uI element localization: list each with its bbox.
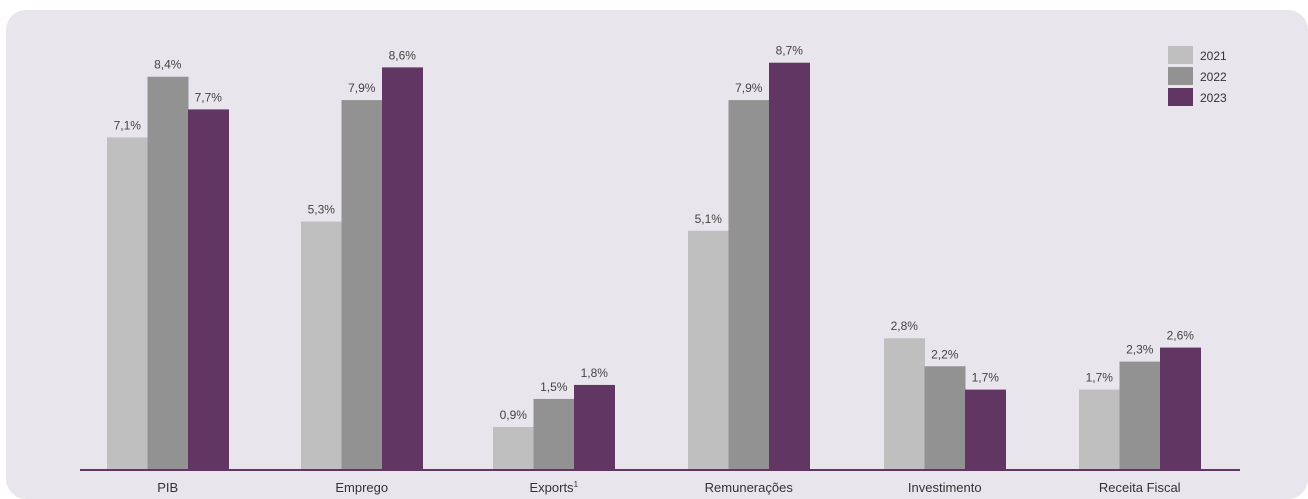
footnote-superscript: 1 bbox=[574, 480, 579, 489]
category-label: Remunerações bbox=[705, 480, 794, 495]
value-label-receita-fiscal-2023: 2,6% bbox=[1167, 329, 1195, 343]
category-label: Emprego bbox=[335, 480, 388, 495]
legend-swatch-2023 bbox=[1168, 88, 1193, 106]
value-label-exports-2021: 0,9% bbox=[500, 408, 528, 422]
category-label: Exports1 bbox=[529, 480, 578, 495]
legend-swatch-2022 bbox=[1168, 67, 1193, 85]
bar-exports-2023 bbox=[574, 384, 615, 469]
value-label-remunera-es-2023: 8,7% bbox=[776, 44, 804, 58]
value-label-emprego-2022: 7,9% bbox=[348, 81, 376, 95]
bar-exports-2022 bbox=[533, 398, 575, 469]
bar-investimento-2021 bbox=[884, 338, 925, 469]
bar-pib-2022 bbox=[147, 76, 189, 469]
legend-label-2023: 2023 bbox=[1200, 91, 1227, 105]
value-label-receita-fiscal-2021: 1,7% bbox=[1086, 371, 1114, 385]
bar-receita-fiscal-2023 bbox=[1160, 347, 1201, 469]
bar-emprego-2022 bbox=[341, 100, 383, 469]
bar-receita-fiscal-2021 bbox=[1079, 389, 1120, 469]
bar-remunera-es-2023 bbox=[769, 62, 810, 470]
value-label-remunera-es-2021: 5,1% bbox=[695, 212, 723, 226]
bar-investimento-2022 bbox=[924, 366, 966, 469]
value-label-investimento-2022: 2,2% bbox=[931, 347, 959, 361]
bar-emprego-2021 bbox=[301, 221, 342, 469]
bar-remunera-es-2022 bbox=[728, 100, 770, 469]
legend-label-2021: 2021 bbox=[1200, 49, 1227, 63]
legend-label-2022: 2022 bbox=[1200, 70, 1227, 84]
value-label-pib-2023: 7,7% bbox=[195, 90, 223, 104]
value-label-emprego-2021: 5,3% bbox=[308, 202, 336, 216]
value-label-receita-fiscal-2022: 2,3% bbox=[1126, 343, 1154, 357]
value-label-pib-2022: 8,4% bbox=[154, 58, 182, 72]
category-label: PIB bbox=[157, 480, 178, 495]
bar-receita-fiscal-2022 bbox=[1119, 361, 1161, 469]
category-label: Receita Fiscal bbox=[1099, 480, 1181, 495]
value-label-investimento-2023: 1,7% bbox=[972, 371, 1000, 385]
bar-pib-2021 bbox=[107, 137, 148, 469]
bar-investimento-2023 bbox=[965, 389, 1006, 469]
value-label-emprego-2023: 8,6% bbox=[389, 48, 417, 62]
value-label-remunera-es-2022: 7,9% bbox=[735, 81, 763, 95]
value-label-pib-2021: 7,1% bbox=[114, 118, 142, 132]
value-label-investimento-2021: 2,8% bbox=[891, 319, 919, 333]
bar-exports-2021 bbox=[493, 426, 534, 469]
value-label-exports-2023: 1,8% bbox=[581, 366, 609, 380]
legend-swatch-2021 bbox=[1168, 46, 1193, 64]
bar-remunera-es-2021 bbox=[688, 230, 729, 469]
bar-emprego-2023 bbox=[382, 67, 423, 469]
value-label-exports-2022: 1,5% bbox=[540, 380, 568, 394]
bar-pib-2023 bbox=[188, 109, 229, 469]
category-label: Investimento bbox=[908, 480, 982, 495]
